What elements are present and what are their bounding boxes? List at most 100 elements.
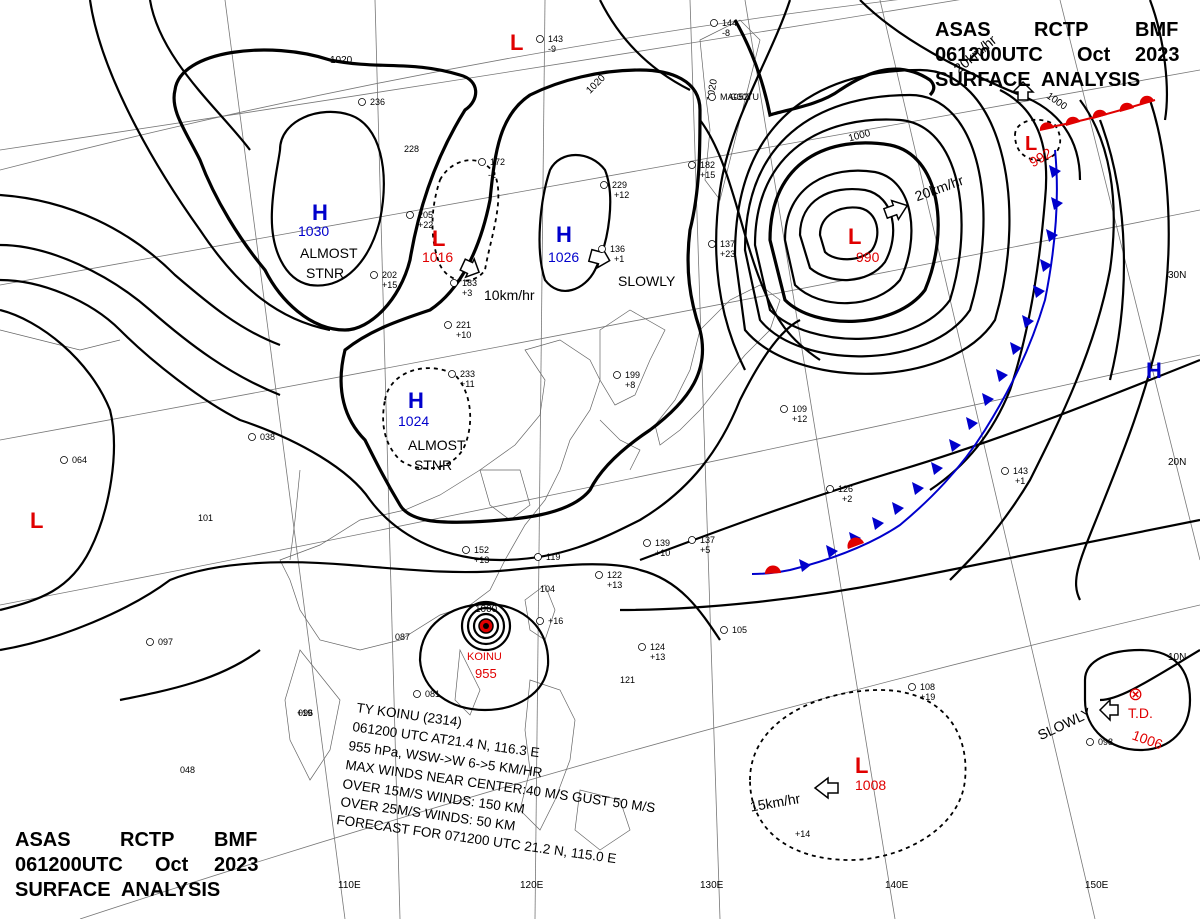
- low-symbol: L: [432, 226, 445, 251]
- motion-label: 10km/hr: [484, 287, 535, 303]
- station-label: 136: [610, 244, 625, 254]
- station-label: 139: [655, 538, 670, 548]
- td-symbol-icon: ⊗: [1128, 684, 1143, 704]
- lon-label: 120E: [520, 880, 544, 891]
- station-marker-icon: [478, 158, 486, 166]
- cold-front-tooth: [872, 517, 884, 530]
- station-label: 081: [425, 689, 440, 699]
- station-marker-icon: [462, 546, 470, 554]
- station-marker-icon: [60, 456, 68, 464]
- coastlines: [0, 19, 781, 851]
- motion-arrow-icon: [459, 256, 481, 279]
- station-label: +12: [614, 190, 629, 200]
- station-marker-icon: [536, 35, 544, 43]
- high-value: 1030: [298, 223, 329, 239]
- motion-arrow-icon: [882, 199, 909, 222]
- station-label: 087: [395, 632, 410, 642]
- station-label: 221: [456, 320, 471, 330]
- high-symbol: H: [556, 222, 572, 247]
- station-marker-icon: [248, 433, 256, 441]
- station-label: 104: [540, 584, 555, 594]
- cold-front-tooth: [1051, 197, 1063, 210]
- station-label: 137: [700, 535, 715, 545]
- station-label: 143: [1013, 466, 1028, 476]
- station-label: 064: [72, 455, 87, 465]
- header-line2-b: Oct: [1077, 44, 1111, 66]
- header-line1-b: RCTP: [1034, 19, 1088, 41]
- station-marker-icon: [444, 321, 452, 329]
- station-label: +10: [456, 330, 471, 340]
- status-note: STNR: [414, 457, 452, 473]
- station-label: 144: [722, 18, 737, 28]
- status-note: ALMOST: [408, 437, 466, 453]
- header-line3: SURFACE ANALYSIS: [15, 879, 220, 901]
- station-label: 108: [920, 682, 935, 692]
- station-marker-icon: [708, 93, 716, 101]
- cold-front-tooth: [982, 393, 994, 406]
- lat-label: 10N: [1168, 652, 1186, 663]
- low-symbol: L: [1025, 133, 1037, 155]
- cold-front-tooth: [1010, 342, 1022, 355]
- td-name: T.D.: [1128, 705, 1153, 721]
- station-label: 228: [404, 144, 419, 154]
- station-label: 096: [298, 708, 313, 718]
- station-label: +13: [607, 580, 622, 590]
- station-marker-icon: [688, 161, 696, 169]
- low-value: 1008: [855, 777, 886, 793]
- station-label: +22: [418, 220, 433, 230]
- low-symbol: L: [848, 224, 861, 249]
- station-label: +1: [1015, 476, 1025, 486]
- station-label: +5: [700, 545, 710, 555]
- lon-label: 130E: [700, 880, 724, 891]
- station-label: 048: [180, 765, 195, 775]
- station-label: +19: [920, 692, 935, 702]
- station-marker-icon: [643, 539, 651, 547]
- lat-lon-labels: 30N 20N 10N 110E 120E 130E 140E 150E: [338, 270, 1186, 891]
- status-note: STNR: [306, 265, 344, 281]
- station-marker-icon: [358, 98, 366, 106]
- station-label: 097: [158, 637, 173, 647]
- cold-front-tooth: [931, 462, 943, 475]
- isobar-label: 1020: [330, 55, 353, 66]
- typhoon-pressure: 955: [475, 666, 497, 681]
- station-label: 182: [700, 160, 715, 170]
- station-label: 122: [607, 570, 622, 580]
- header-line2-a: 061200UTC: [935, 44, 1043, 66]
- typhoon-name: KOINU: [467, 651, 502, 663]
- header-line1-a: ASAS: [15, 829, 71, 851]
- station-marker-icon: [1086, 738, 1094, 746]
- station-marker-icon: [370, 271, 378, 279]
- cold-front-tooth: [1049, 165, 1061, 178]
- header-line3: SURFACE ANALYSIS: [935, 69, 1140, 91]
- cold-front-tooth: [949, 439, 961, 452]
- station-marker-icon: [536, 617, 544, 625]
- lon-label: 140E: [885, 880, 909, 891]
- station-marker-icon: [613, 371, 621, 379]
- low-symbol: L: [855, 753, 868, 778]
- station-label: 172: [490, 157, 505, 167]
- station-label: 109: [792, 404, 807, 414]
- station-label: 038: [260, 432, 275, 442]
- header-line1-c: BMF: [214, 829, 257, 851]
- isobar-label: 1000: [475, 604, 498, 615]
- station-label: +11: [460, 379, 475, 389]
- station-marker-icon: [448, 370, 456, 378]
- header-top: ASAS RCTP BMF 061200UTC Oct 2023 SURFACE…: [935, 19, 1180, 91]
- station-label: 137: [720, 239, 735, 249]
- header-line1-a: ASAS: [935, 19, 991, 41]
- station-marker-icon: [780, 405, 788, 413]
- low-value: 990: [856, 249, 880, 265]
- lat-label: 30N: [1168, 270, 1186, 281]
- high-value: 1024: [398, 413, 429, 429]
- station-marker-icon: [720, 626, 728, 634]
- motion-arrow-icon: [813, 776, 839, 800]
- warm-front: [764, 95, 1156, 574]
- station-label: -9: [548, 44, 556, 54]
- cold-front-tooth: [966, 417, 978, 430]
- station-marker-icon: [450, 279, 458, 287]
- station-label: 152: [474, 545, 489, 555]
- station-label: +2: [842, 494, 852, 504]
- cold-front-tooth: [1040, 259, 1052, 272]
- station-label: +8: [625, 380, 635, 390]
- header-line2-c: 2023: [214, 854, 259, 876]
